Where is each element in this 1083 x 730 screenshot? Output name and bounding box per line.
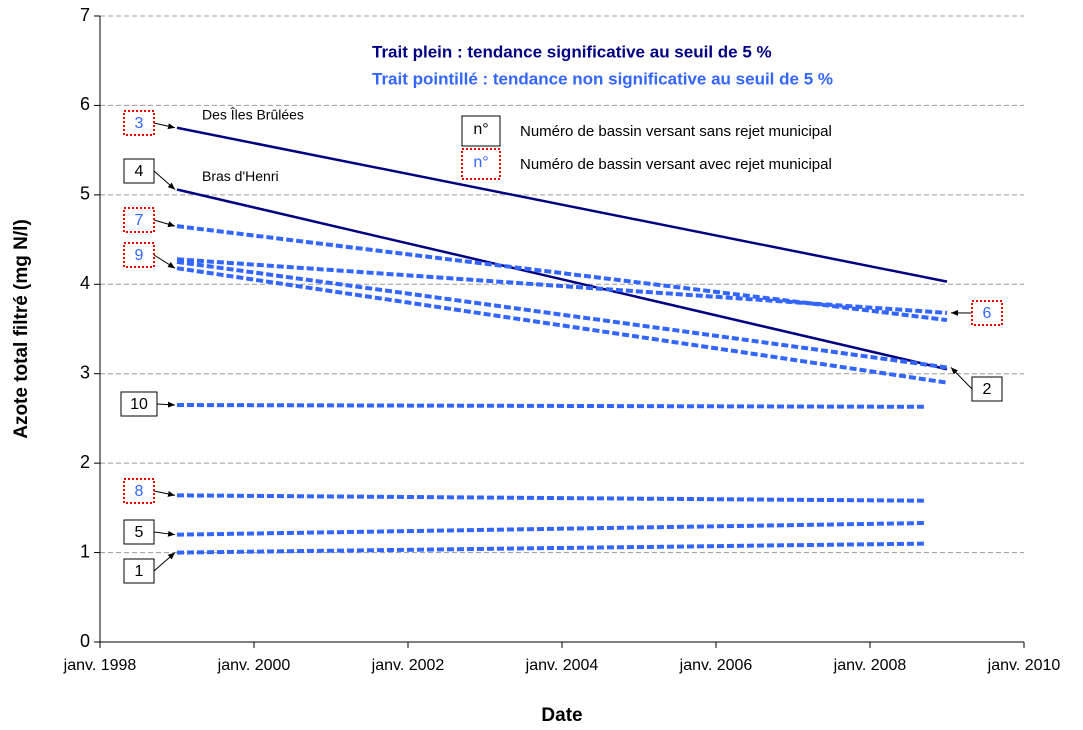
- trend-line: [176, 521, 924, 537]
- label-arrow: [153, 552, 176, 572]
- y-tick-label: 4: [80, 273, 90, 293]
- label-arrow: [153, 122, 176, 130]
- line-annotation: Bras d'Henri: [202, 168, 279, 184]
- x-axis-title: Date: [541, 705, 582, 726]
- basin-box: [123, 158, 155, 184]
- series-name: 9: [135, 247, 144, 264]
- y-tick-label: 7: [80, 5, 90, 25]
- y-tick-label: 3: [80, 362, 90, 382]
- line-annotation: Des Îles Brûlées: [202, 106, 304, 122]
- label-arrow: [156, 401, 176, 408]
- basin-box: [123, 519, 155, 545]
- trend-line: [176, 493, 924, 503]
- series-name: 6: [983, 305, 992, 322]
- y-tick-label: 2: [80, 452, 90, 472]
- y-tick-label: 0: [80, 631, 90, 651]
- legend-municipal: Numéro de bassin versant avec rejet muni…: [520, 156, 832, 173]
- label-arrow: [153, 219, 176, 228]
- basin-box: [123, 478, 155, 504]
- series-name: 8: [135, 483, 144, 500]
- basin-box: [120, 391, 158, 417]
- legend-box-municipal: [461, 148, 501, 180]
- trend-line: [176, 259, 948, 370]
- legend-dashed: Trait pointillé : tendance non significa…: [372, 69, 833, 88]
- basin-box: [123, 110, 155, 136]
- label-arrow: [153, 254, 176, 269]
- trend-line: [176, 403, 924, 409]
- legend-box-text: n°: [473, 121, 488, 138]
- series-name: 3: [135, 115, 144, 132]
- basin-box: [123, 242, 155, 268]
- trend-line: [176, 188, 948, 371]
- legend-solid: Trait plein : tendance significative au …: [372, 42, 772, 61]
- basin-box: [123, 207, 155, 233]
- y-tick-label: 1: [80, 541, 90, 561]
- series-name: 10: [130, 396, 148, 413]
- label-arrow: [950, 367, 973, 390]
- x-tick-label: janv. 2000: [217, 657, 291, 674]
- label-arrow: [153, 490, 176, 497]
- y-tick-label: 5: [80, 184, 90, 204]
- legend-plain: Numéro de bassin versant sans rejet muni…: [520, 123, 832, 140]
- x-tick-label: janv. 2006: [679, 657, 753, 674]
- series-name: 1: [135, 563, 144, 580]
- series-name: 2: [983, 381, 992, 398]
- legend-box-text: n°: [473, 154, 488, 171]
- series-name: 7: [135, 212, 144, 229]
- y-tick-label: 6: [80, 94, 90, 114]
- trend-line: [176, 126, 948, 283]
- x-tick-label: janv. 1998: [63, 657, 137, 674]
- x-tick-label: janv. 2008: [833, 657, 907, 674]
- basin-box: [123, 558, 155, 584]
- label-arrow: [153, 170, 176, 190]
- series-name: 4: [135, 163, 144, 180]
- trend-line: [176, 541, 924, 555]
- trend-line: [176, 257, 948, 315]
- x-tick-label: janv. 2010: [987, 657, 1061, 674]
- basin-box: [971, 300, 1003, 326]
- basin-box: [971, 376, 1003, 402]
- x-tick-label: janv. 2002: [371, 657, 445, 674]
- legend-box-plain: [461, 115, 501, 147]
- x-tick-label: janv. 2004: [525, 657, 599, 674]
- series-name: 5: [135, 524, 144, 541]
- y-axis-title: Azote total filtré (mg N/l): [11, 219, 32, 439]
- label-arrow: [153, 530, 176, 537]
